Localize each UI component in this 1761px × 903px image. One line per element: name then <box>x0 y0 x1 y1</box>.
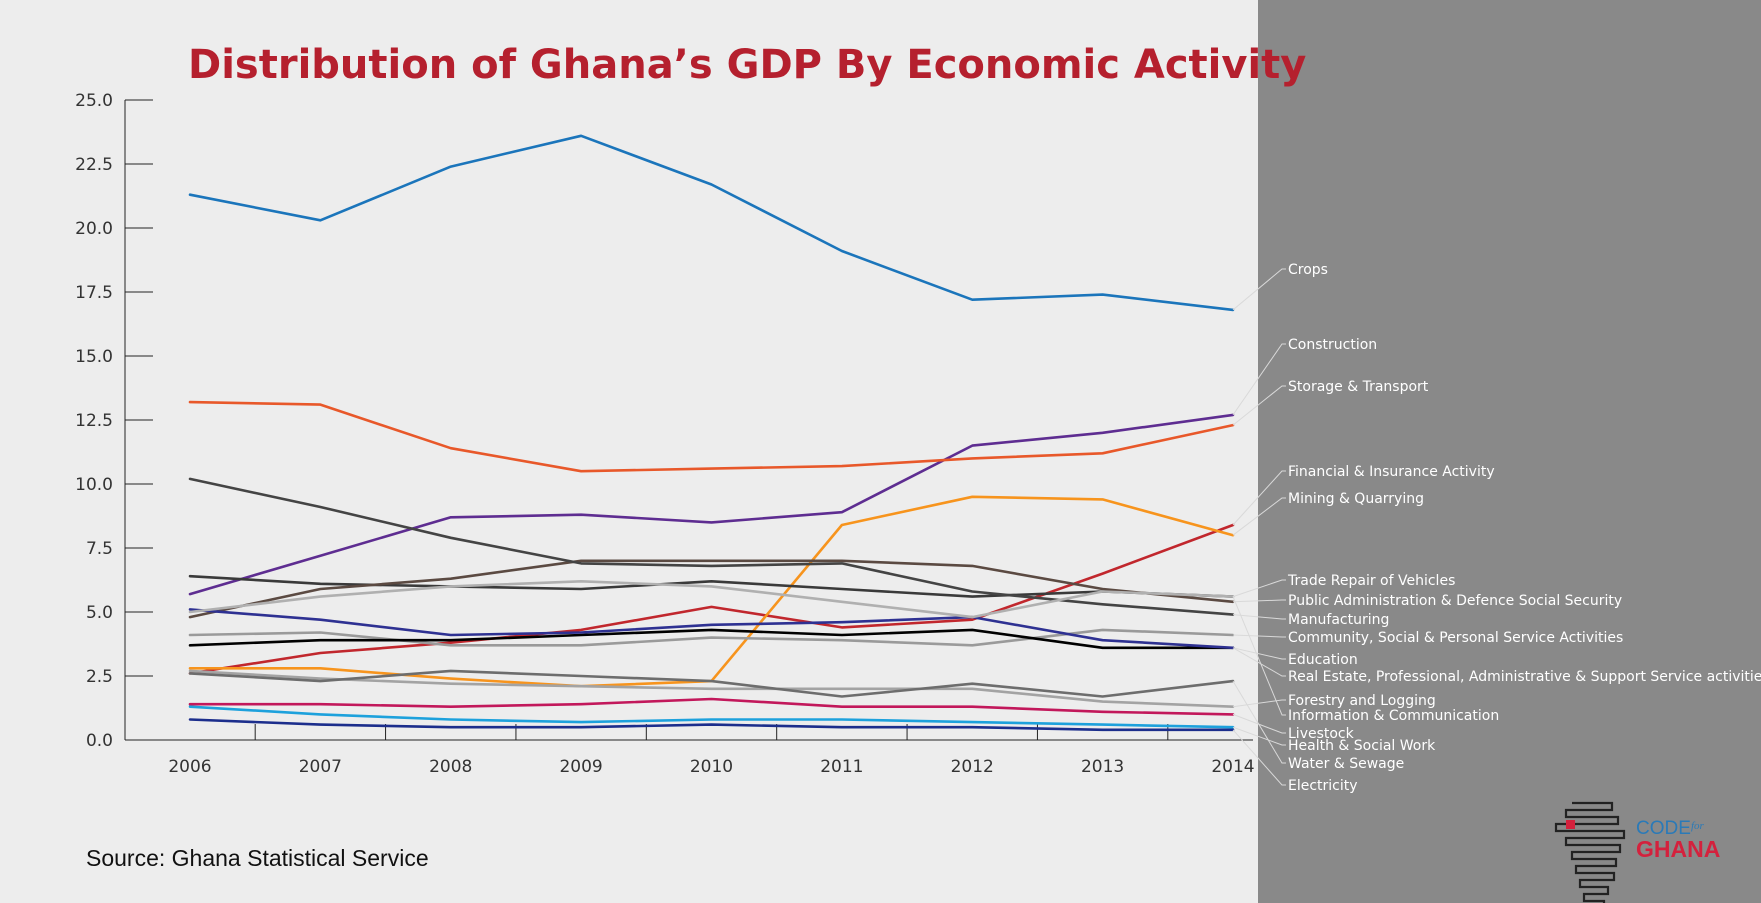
legend-label: Electricity <box>1288 778 1358 794</box>
series-line-real-estate-professional-administrative-support-service-activities <box>188 608 1235 650</box>
legend-label: Water & Sewage <box>1288 756 1404 772</box>
legend-leader-line <box>1232 726 1286 746</box>
logo-code-text: CODE <box>1636 818 1691 839</box>
series-line-crops <box>188 134 1235 312</box>
y-tick-label: 12.5 <box>75 411 113 431</box>
legend-label: Livestock <box>1288 726 1355 742</box>
chart-title: Distribution of Ghana’s GDP By Economic … <box>188 42 1306 88</box>
series-line-water-sewage <box>188 669 1235 698</box>
legend-label: Forestry and Logging <box>1288 693 1436 709</box>
series-lines <box>188 134 1235 732</box>
source-note: Source: Ghana Statistical Service <box>86 845 429 871</box>
legend-leader-line <box>1232 647 1286 660</box>
legend-label: Education <box>1288 652 1358 668</box>
legend-label: Public Administration & Defence Social S… <box>1288 593 1622 609</box>
logo-red-square <box>1566 820 1575 829</box>
y-tick-label: 7.5 <box>86 539 113 559</box>
legend-leader-line <box>1232 599 1286 603</box>
y-tick-label: 0.0 <box>86 731 113 751</box>
x-tick-label: 2009 <box>559 757 602 777</box>
legend-leader-line <box>1232 699 1286 708</box>
legend-label: Real Estate, Professional, Administrativ… <box>1288 669 1761 685</box>
y-tick-label: 22.5 <box>75 155 113 175</box>
legend-label: Health & Social Work <box>1288 738 1436 754</box>
x-tick-label: 2013 <box>1081 757 1124 777</box>
chart-background <box>0 0 1258 903</box>
legend-leader-line <box>1232 343 1286 416</box>
series-line-community-social-personal-service-activities <box>188 628 1235 647</box>
y-tick-label: 10.0 <box>75 475 113 495</box>
series-line-storage-transport <box>188 400 1235 473</box>
y-tick-label: 17.5 <box>75 283 113 303</box>
y-tick-label: 5.0 <box>86 603 113 623</box>
code-for-ghana-logo: CODE for GHANA <box>1554 801 1720 903</box>
legend-leader-line <box>1232 614 1286 620</box>
y-tick-label: 15.0 <box>75 347 113 367</box>
logo-ghana-text: GHANA <box>1636 836 1720 862</box>
x-tick-label: 2008 <box>429 757 472 777</box>
y-tick-label: 25.0 <box>75 91 113 111</box>
series-line-electricity <box>188 718 1235 732</box>
africa-maze-icon <box>1554 801 1626 903</box>
series-line-livestock <box>188 697 1235 716</box>
x-tick-label: 2010 <box>690 757 733 777</box>
legend-label: Information & Communication <box>1288 708 1499 724</box>
legend-leader-line <box>1232 385 1286 426</box>
x-tick-label: 2011 <box>820 757 863 777</box>
series-line-forestry-and-logging <box>188 669 1235 709</box>
legend: Crops Construction Storage & Transport Fina… <box>1232 262 1761 794</box>
legend-leader-line <box>1232 729 1286 786</box>
legend-leader-line <box>1232 470 1286 526</box>
legend-leader-line <box>1232 680 1286 764</box>
x-tick-label: 2006 <box>168 757 211 777</box>
legend-label: Manufacturing <box>1288 612 1389 628</box>
x-tick-label: 2012 <box>951 757 994 777</box>
series-line-public-administration-defence-social-security <box>188 559 1235 619</box>
axes: 0.0 2.5 5.0 7.5 10.0 12.5 15.0 17.5 20.0 22.5 25.0… <box>75 91 1254 777</box>
legend-label: Community, Social & Personal Service Act… <box>1288 630 1623 646</box>
y-tick-label: 20.0 <box>75 219 113 239</box>
legend-label: Trade Repair of Vehicles <box>1287 573 1455 589</box>
logo-for-text: for <box>1691 820 1705 832</box>
legend-leader-line <box>1232 647 1286 677</box>
legend-label: Crops <box>1288 262 1328 278</box>
series-line-construction <box>188 413 1235 596</box>
series-line-information-communication <box>188 579 1235 619</box>
legend-leader-line <box>1232 497 1286 536</box>
legend-label: Mining & Quarrying <box>1288 491 1424 507</box>
series-line-health-social-work <box>188 705 1235 729</box>
legend-label: Storage & Transport <box>1288 379 1429 395</box>
x-tick-label: 2007 <box>299 757 342 777</box>
y-tick-label: 2.5 <box>86 667 113 687</box>
series-line-financial-insurance-activity <box>188 523 1235 675</box>
legend-panel <box>1258 0 1761 903</box>
x-tick-label: 2014 <box>1211 757 1254 777</box>
legend-leader-line <box>1232 713 1286 734</box>
legend-leader-line <box>1232 596 1286 716</box>
legend-label: Financial & Insurance Activity <box>1288 464 1495 480</box>
legend-leader-line <box>1232 268 1286 311</box>
series-line-education <box>188 628 1235 650</box>
legend-label: Construction <box>1288 337 1377 353</box>
legend-leader-line <box>1232 579 1286 598</box>
